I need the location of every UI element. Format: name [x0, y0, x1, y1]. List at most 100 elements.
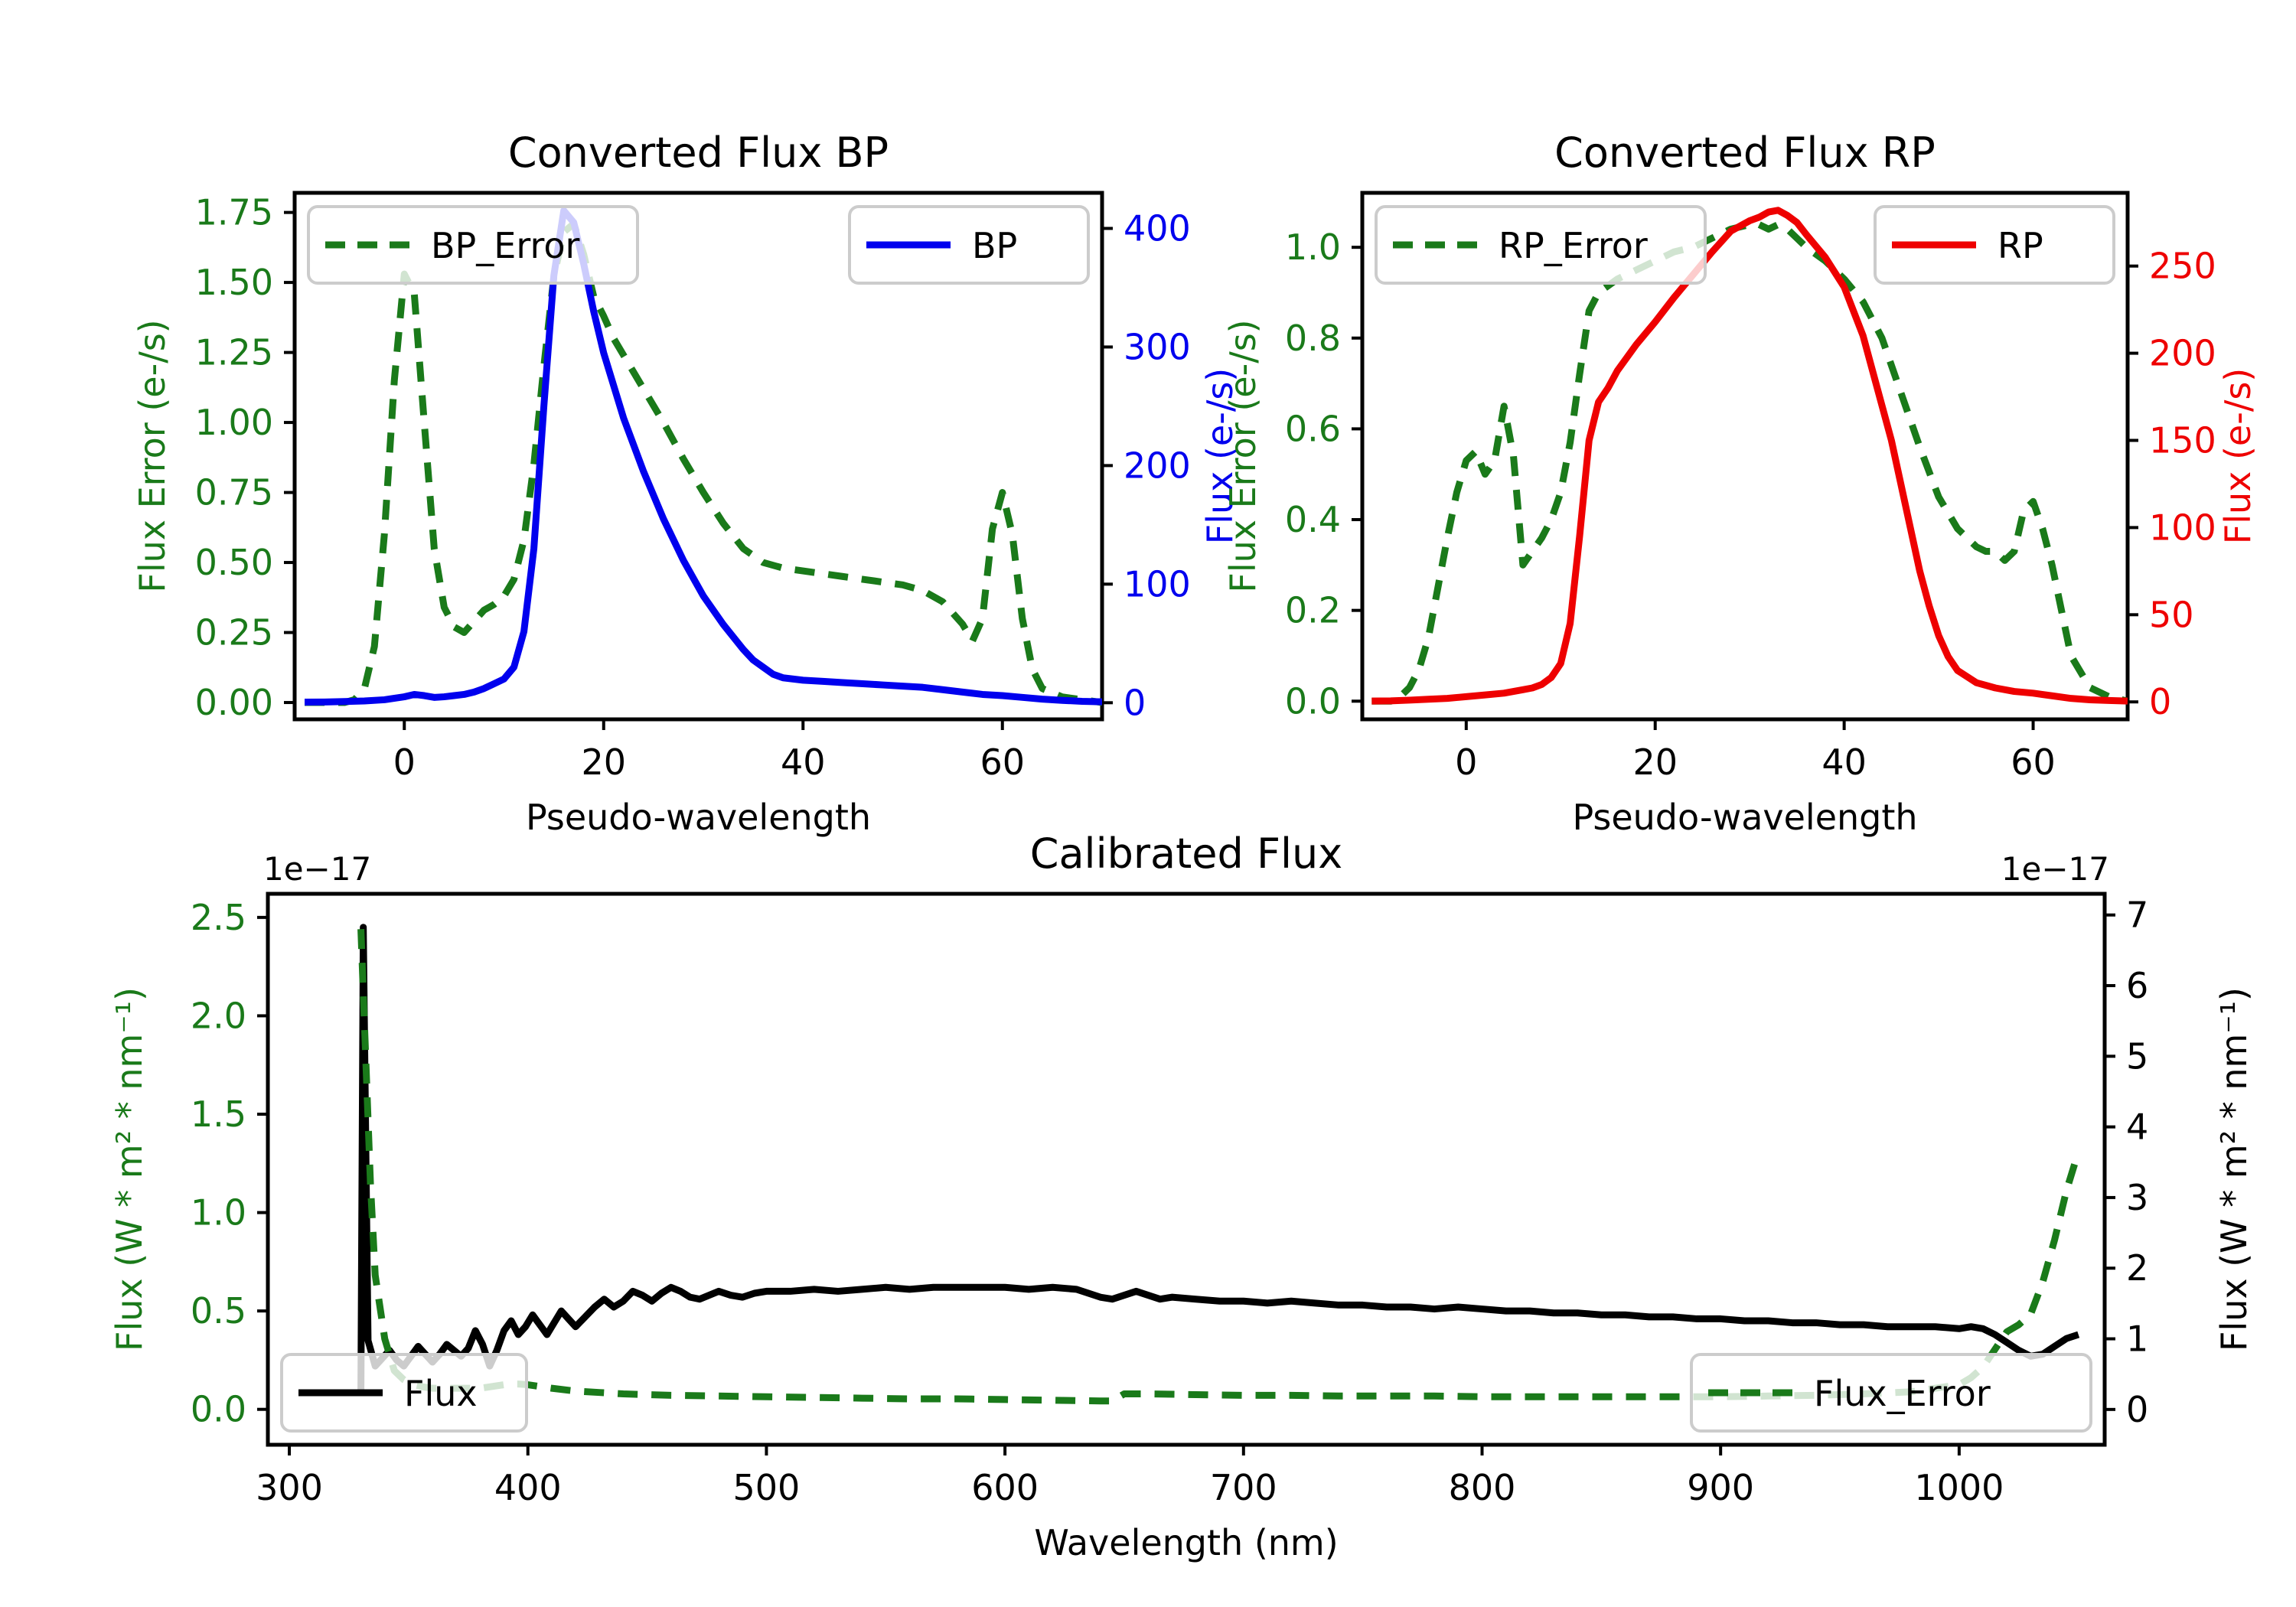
y-tick-label-right: 6 [2126, 965, 2148, 1006]
y-tick-label-left: 1.0 [1285, 227, 1341, 268]
y-tick-label-left: 0.75 [195, 472, 273, 513]
y-tick-label-left: 0.4 [1285, 499, 1341, 540]
series-bp [304, 207, 1102, 706]
y-tick-label-right: 200 [1124, 445, 1191, 486]
legend-rp-error[interactable]: RP_Error [1375, 205, 1707, 285]
legend-rp-error-box[interactable] [1375, 205, 1707, 285]
legend-flux[interactable]: Flux [280, 1353, 528, 1433]
y-tick-label-right: 50 [2149, 594, 2194, 635]
x-tick-label: 40 [1821, 742, 1867, 783]
y-tick-label-right: 250 [2149, 246, 2216, 287]
panel-converted-flux-bp-ylabel-left: Flux Error (e-/s) [132, 319, 173, 592]
series-rp-error [1371, 221, 2128, 705]
x-tick-label: 400 [494, 1467, 562, 1508]
y-tick-label-left: 1.5 [191, 1094, 246, 1135]
y-tick-label-right: 2 [2126, 1247, 2148, 1289]
panel-converted-flux-bp-xlabel: Pseudo-wavelength [526, 797, 871, 838]
x-tick-label: 300 [256, 1467, 323, 1508]
legend-bp-error-box[interactable] [307, 205, 639, 285]
y-tick-label-left: 1.50 [195, 262, 273, 303]
x-tick-label: 20 [581, 742, 626, 783]
x-tick-label: 60 [2011, 742, 2056, 783]
y-tick-label-right: 0 [1124, 682, 1146, 723]
y-tick-label-right: 7 [2126, 895, 2148, 936]
series-bp-error [305, 220, 1102, 706]
panel-converted-flux-bp-frame [292, 191, 1104, 722]
legend-bp-error[interactable]: BP_Error [307, 205, 639, 285]
y-tick-label-right: 150 [2149, 419, 2216, 461]
y-tick-label-right: 4 [2126, 1107, 2148, 1148]
legend-rp[interactable]: RP [1874, 205, 2115, 285]
y-tick-label-right: 1 [2126, 1319, 2148, 1360]
y-tick-label-right: 200 [2149, 333, 2216, 374]
panel-calibrated-flux-ylabel-left: Flux (W * m² * nm⁻¹) [109, 987, 150, 1351]
panel-calibrated-flux-offset-right: 1e−17 [2001, 850, 2109, 888]
legend-flux-label: Flux [404, 1373, 478, 1414]
x-tick-label: 800 [1449, 1467, 1516, 1508]
series-flux [357, 924, 2080, 1394]
x-tick-label: 0 [393, 742, 416, 783]
y-tick-label-left: 0.50 [195, 542, 273, 583]
x-tick-label: 40 [781, 742, 826, 783]
legend-rp-error-label: RP_Error [1499, 225, 1648, 266]
panel-converted-flux-rp-title: Converted Flux RP [1554, 129, 1936, 177]
panel-calibrated-flux-xlabel: Wavelength (nm) [1034, 1522, 1338, 1563]
x-tick-label: 1000 [1914, 1467, 2004, 1508]
panel-converted-flux-rp-xlabel: Pseudo-wavelength [1572, 797, 1917, 838]
panel-calibrated-flux-ylabel-right: Flux (W * m² * nm⁻¹) [2213, 987, 2255, 1351]
series-rp [1371, 207, 2128, 705]
x-tick-label: 0 [1455, 742, 1477, 783]
panel-converted-flux-bp: Converted Flux BP 0 20 40 60 Pseudo-wavelengt… [132, 129, 1241, 838]
y-tick-label-right: 100 [2149, 507, 2216, 548]
panel-calibrated-flux-title: Calibrated Flux [1030, 830, 1342, 878]
legend-bp[interactable]: BP [848, 205, 1090, 285]
legend-flux-error-label: Flux_Error [1814, 1373, 1991, 1414]
y-tick-label-right: 300 [1124, 326, 1191, 367]
y-tick-label-left: 0.5 [191, 1290, 246, 1332]
legend-bp-box[interactable] [848, 205, 1090, 285]
x-tick-label: 700 [1210, 1467, 1277, 1508]
legend-bp-label: BP [972, 225, 1017, 266]
panel-calibrated-flux-offset-left: 1e−17 [263, 850, 371, 888]
y-tick-label-left: 0.0 [1285, 680, 1341, 722]
legend-flux-box[interactable] [280, 1353, 528, 1433]
legend-bp-error-label: BP_Error [431, 225, 580, 266]
y-tick-label-left: 0.2 [1285, 590, 1341, 631]
panel-converted-flux-rp-ylabel-left: Flux Error (e-/s) [1222, 319, 1264, 592]
panel-calibrated-flux: Calibrated Flux 300 400 500 600 700 800 900 1000… [109, 830, 2255, 1563]
y-tick-label-left: 0.8 [1285, 318, 1341, 359]
y-tick-label-left: 1.00 [195, 402, 273, 443]
legend-flux-error-box[interactable] [1690, 1353, 2092, 1433]
panel-converted-flux-rp-ylabel-right: Flux (e-/s) [2217, 368, 2258, 545]
y-tick-label-left: 0.00 [195, 682, 273, 723]
y-tick-label-right: 400 [1124, 207, 1191, 249]
panel-converted-flux-bp-ylabel-right: Flux (e-/s) [1199, 368, 1241, 545]
y-tick-label-right: 0 [2149, 681, 2171, 722]
y-tick-label-left: 2.5 [191, 897, 246, 938]
panel-calibrated-flux-frame [266, 892, 2107, 1447]
x-tick-label: 900 [1687, 1467, 1754, 1508]
y-tick-label-left: 1.25 [195, 332, 273, 373]
panel-converted-flux-rp: Converted Flux RP 0 20 40 60 Pseudo-wavelengt… [1222, 129, 2258, 838]
y-tick-label-left: 1.0 [191, 1192, 246, 1234]
panel-converted-flux-bp-title: Converted Flux BP [508, 129, 889, 177]
y-tick-label-right: 3 [2126, 1177, 2148, 1218]
legend-rp-box[interactable] [1874, 205, 2115, 285]
y-tick-label-left: 0.25 [195, 612, 273, 654]
x-tick-label: 500 [733, 1467, 801, 1508]
y-tick-label-left: 1.75 [195, 192, 273, 233]
series-flux-error [357, 928, 2082, 1405]
x-tick-label: 60 [980, 742, 1025, 783]
panel-converted-flux-rp-frame [1360, 191, 2130, 722]
y-tick-label-left: 0.6 [1285, 408, 1341, 449]
x-tick-label: 600 [971, 1467, 1039, 1508]
legend-flux-error[interactable]: Flux_Error [1690, 1353, 2092, 1433]
y-tick-label-left: 0.0 [191, 1389, 246, 1430]
x-tick-label: 20 [1632, 742, 1678, 783]
y-tick-label-right: 0 [2126, 1389, 2148, 1430]
y-tick-label-right: 100 [1124, 563, 1191, 605]
y-tick-label-right: 5 [2126, 1035, 2148, 1077]
y-tick-label-left: 2.0 [191, 995, 246, 1036]
